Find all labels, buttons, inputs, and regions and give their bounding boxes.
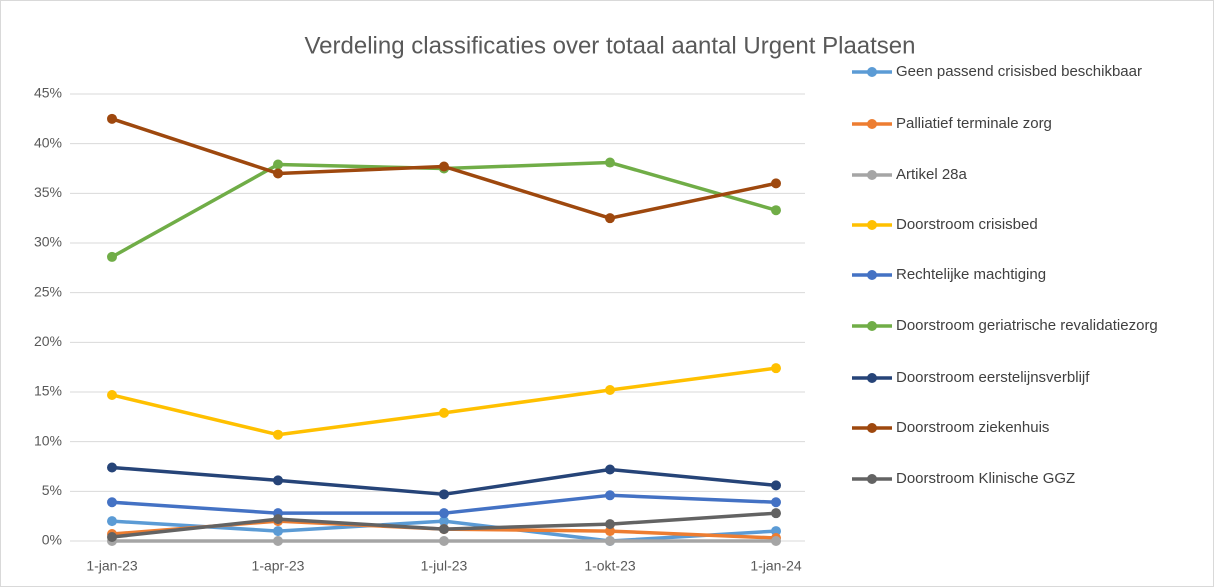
- legend-marker: [867, 270, 877, 280]
- legend-marker: [867, 119, 877, 129]
- marker: [273, 429, 283, 440]
- legend-item: Doorstroom geriatrische revalidatiezorg: [848, 313, 1208, 339]
- legend-label: Doorstroom geriatrische revalidatiezorg: [896, 317, 1158, 334]
- legend-item: Doorstroom ziekenhuis: [848, 415, 1208, 441]
- legend-item: Doorstroom Klinische GGZ: [848, 466, 1208, 492]
- legend-marker: [867, 170, 877, 180]
- series: [107, 536, 781, 546]
- marker: [439, 508, 449, 519]
- marker: [771, 536, 781, 546]
- marker: [273, 168, 283, 179]
- marker: [439, 516, 449, 527]
- marker: [605, 464, 615, 475]
- marker: [439, 536, 449, 546]
- legend-key: [852, 67, 892, 77]
- marker: [107, 389, 117, 400]
- x-tick-label: 1-apr-23: [252, 558, 305, 574]
- marker: [107, 113, 117, 124]
- marker: [107, 516, 117, 527]
- y-tick-label: 20%: [34, 333, 62, 349]
- y-tick-label: 15%: [34, 383, 62, 399]
- series: [107, 363, 781, 440]
- y-tick-label: 45%: [34, 85, 62, 101]
- marker: [273, 475, 283, 486]
- legend-item: Palliatief terminale zorg: [848, 111, 1208, 137]
- marker: [439, 407, 449, 418]
- marker: [107, 251, 117, 262]
- x-tick-label: 1-jan-23: [86, 558, 138, 574]
- line: [111, 366, 777, 437]
- marker: [771, 363, 781, 374]
- legend-label: Rechtelijke machtiging: [896, 266, 1047, 283]
- legend-key: [852, 170, 892, 180]
- marker: [605, 526, 615, 537]
- series: [107, 490, 781, 519]
- legend-label: Artikel 28a: [896, 166, 967, 183]
- y-tick-label: 5%: [42, 482, 62, 498]
- legend-item: Doorstroom crisisbed: [848, 212, 1208, 238]
- legend-label: Geen passend crisisbed beschikbaar: [896, 63, 1142, 80]
- legend-key: [852, 119, 892, 129]
- legend-key: [852, 474, 892, 484]
- series: [107, 462, 781, 500]
- y-tick-label: 10%: [34, 432, 62, 448]
- legend-item: Rechtelijke machtiging: [848, 262, 1208, 288]
- legend-label: Doorstroom Klinische GGZ: [896, 470, 1076, 487]
- marker: [771, 508, 781, 519]
- legend-item: Geen passend crisisbed beschikbaar: [848, 59, 1208, 85]
- marker: [605, 519, 615, 530]
- legend-item: Artikel 28a: [848, 162, 1208, 188]
- legend-marker: [867, 474, 877, 484]
- legend-label: Doorstroom crisisbed: [896, 216, 1038, 233]
- y-tick-label: 30%: [34, 234, 62, 250]
- marker: [771, 480, 781, 491]
- marker: [107, 497, 117, 508]
- legend-key: [852, 373, 892, 383]
- marker: [771, 497, 781, 508]
- marker: [771, 205, 781, 216]
- marker: [605, 213, 615, 224]
- legend-item: Doorstroom eerstelijnsverblijf: [848, 365, 1208, 391]
- legend-key: [852, 270, 892, 280]
- legend-label: Doorstroom ziekenhuis: [896, 419, 1050, 436]
- marker: [605, 490, 615, 501]
- marker: [107, 462, 117, 473]
- x-tick-label: 1-jan-24: [750, 558, 802, 574]
- marker: [439, 161, 449, 172]
- legend-marker: [867, 67, 877, 77]
- marker: [273, 514, 283, 525]
- y-tick-label: 40%: [34, 134, 62, 150]
- x-tick-label: 1-jul-23: [421, 558, 468, 574]
- chart-title: Verdeling classificaties over totaal aan…: [304, 32, 915, 59]
- series: [107, 157, 781, 262]
- legend-marker: [867, 373, 877, 383]
- legend-marker: [867, 423, 877, 433]
- y-tick-label: 25%: [34, 283, 62, 299]
- legend-label: Doorstroom eerstelijnsverblijf: [896, 369, 1090, 386]
- legend-label: Palliatief terminale zorg: [896, 115, 1052, 132]
- legend-marker: [867, 220, 877, 230]
- marker: [605, 536, 615, 546]
- marker: [771, 526, 781, 537]
- marker: [273, 536, 283, 546]
- legend-marker: [867, 321, 877, 331]
- series: [107, 113, 781, 224]
- legend-key: [852, 321, 892, 331]
- marker: [273, 159, 283, 170]
- series: [107, 508, 781, 543]
- marker: [771, 178, 781, 189]
- legend-key: [852, 423, 892, 433]
- marker: [439, 489, 449, 500]
- x-tick-label: 1-okt-23: [584, 558, 636, 574]
- marker: [605, 385, 615, 396]
- y-tick-label: 35%: [34, 184, 62, 200]
- marker: [107, 532, 117, 543]
- legend-key: [852, 220, 892, 230]
- marker: [273, 526, 283, 537]
- y-tick-label: 0%: [42, 532, 62, 548]
- marker: [439, 524, 449, 535]
- marker: [605, 157, 615, 168]
